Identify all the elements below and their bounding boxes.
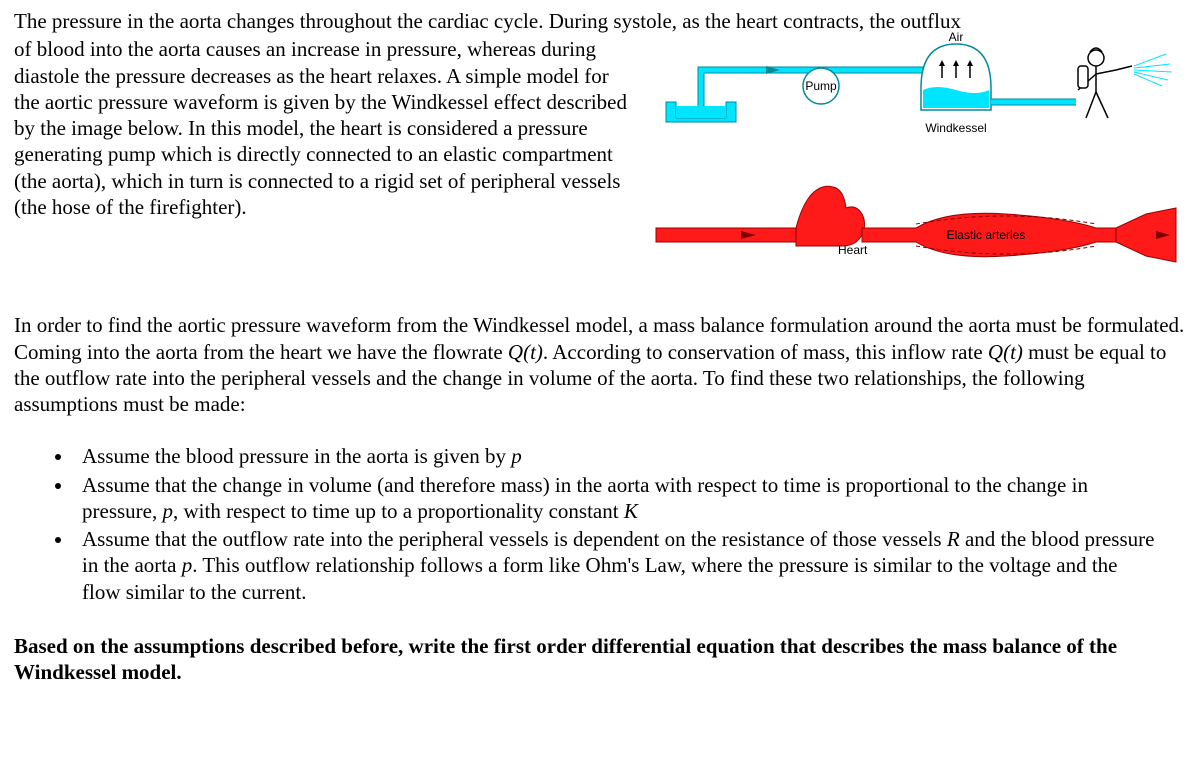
pump-label: Pump	[805, 79, 837, 93]
para2-mid: . According to conservation of mass, thi…	[543, 340, 988, 364]
intro-block: of blood into the aorta causes an increa…	[14, 36, 1186, 282]
heart-label: Heart	[838, 243, 868, 257]
assumption-3: Assume that the outflow rate into the pe…	[74, 526, 1156, 605]
flowrate-symbol: Q(t)	[508, 340, 543, 364]
assumption-1: Assume the blood pressure in the aorta i…	[74, 443, 1156, 469]
assumptions-list: Assume the blood pressure in the aorta i…	[54, 443, 1186, 605]
intro-line1: The pressure in the aorta changes throug…	[14, 8, 1186, 34]
pressure-symbol: p	[511, 444, 522, 468]
pressure-symbol-3: p	[182, 553, 193, 577]
pressure-symbol-2: p	[162, 499, 173, 523]
intro-rest: of blood into the aorta causes an increa…	[14, 36, 632, 220]
assumption-3-text: Assume that the outflow rate into the pe…	[82, 527, 947, 551]
question-prompt: Based on the assumptions described befor…	[14, 633, 1186, 686]
resistance-symbol: R	[947, 527, 960, 551]
assumption-1-text: Assume the blood pressure in the aorta i…	[82, 444, 511, 468]
compliance-symbol: K	[624, 499, 638, 523]
windkessel-figure: Pump Air Windkessel	[646, 32, 1186, 282]
air-label: Air	[949, 32, 964, 44]
windkessel-label: Windkessel	[925, 121, 986, 135]
assumption-2: Assume that the change in volume (and th…	[74, 472, 1156, 525]
flowrate-symbol-2: Q(t)	[988, 340, 1023, 364]
mass-balance-paragraph: In order to find the aortic pressure wav…	[14, 312, 1186, 417]
elastic-label: Elastic arteries	[947, 228, 1026, 242]
assumption-3-post: . This outflow relationship follows a fo…	[82, 553, 1117, 603]
firefighter-icon	[1078, 48, 1132, 118]
assumption-2-mid: , with respect to time up to a proportio…	[173, 499, 624, 523]
